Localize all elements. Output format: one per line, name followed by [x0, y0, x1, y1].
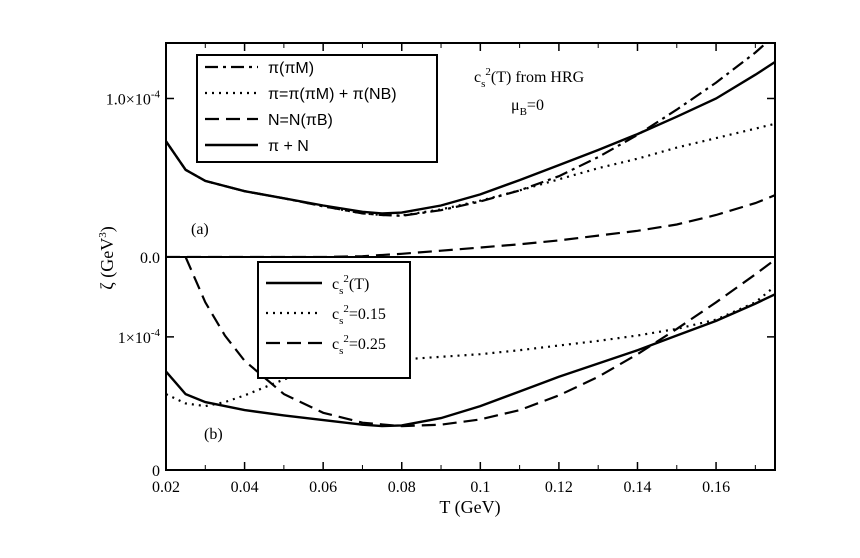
panel-label: (b): [204, 426, 223, 443]
x-tick-label: 0.04: [231, 479, 259, 496]
y-axis-label: ζ (GeV3): [97, 226, 118, 289]
legend-label: cs2=0.25: [332, 333, 386, 357]
annotation-line-2: μB=0: [511, 97, 544, 118]
series-line-solid: [166, 293, 775, 428]
x-tick-label: 0.12: [545, 479, 573, 496]
axis-ticks: 0.02 0.04 0.06 0.08 0.1 0.12 0.14 0.16 0.0 1.0×10…: [106, 43, 775, 496]
y-tick-label: 1×10-4: [118, 327, 161, 347]
x-tick-label: 0.1: [470, 479, 490, 496]
series-line-dotted: [166, 122, 775, 217]
x-tick-label: 0.08: [388, 479, 416, 496]
axis-labels: T (GeV) ζ (GeV3): [97, 226, 501, 518]
x-axis-label: T (GeV): [439, 497, 500, 518]
legend-box: [257, 261, 411, 379]
panel-label: (a): [191, 221, 209, 238]
panel-b-series: [166, 257, 775, 428]
x-tick-label: 0.06: [309, 479, 337, 496]
series-line-solid: [166, 60, 775, 215]
legend-label: cs2=0.15: [332, 303, 386, 327]
y-tick-label: 0: [152, 463, 160, 480]
x-tick-label: 0.16: [702, 479, 730, 496]
x-tick-label: 0.14: [623, 479, 651, 496]
panel-a-legend: π(πM) π=π(πM) + π(NB) N=N(πB) π + N: [196, 54, 438, 163]
y-tick-label: 0.0: [140, 250, 160, 267]
legend-label: cs2(T): [332, 273, 369, 297]
y-axis-label-group: ζ (GeV3): [97, 226, 118, 289]
panel-b-legend: cs2(T) cs2=0.15 cs2=0.25: [257, 261, 411, 379]
legend-label: N=N(πB): [268, 112, 333, 129]
annotation-line-1: cs2(T) from HRG: [474, 66, 585, 90]
y-tick-label: 1.0×10-4: [106, 88, 161, 108]
series-line-dashed: [184, 257, 775, 428]
annotations: (a) (b) cs2(T) from HRG μB=0: [191, 66, 585, 443]
legend-label: π + N: [268, 138, 309, 155]
legend-label: π=π(πM) + π(NB): [268, 86, 397, 103]
legend-label: π(πM): [268, 60, 314, 77]
x-tick-label: 0.02: [152, 479, 180, 496]
panel-a-series: [166, 43, 775, 257]
series-line-dashed: [166, 194, 775, 257]
